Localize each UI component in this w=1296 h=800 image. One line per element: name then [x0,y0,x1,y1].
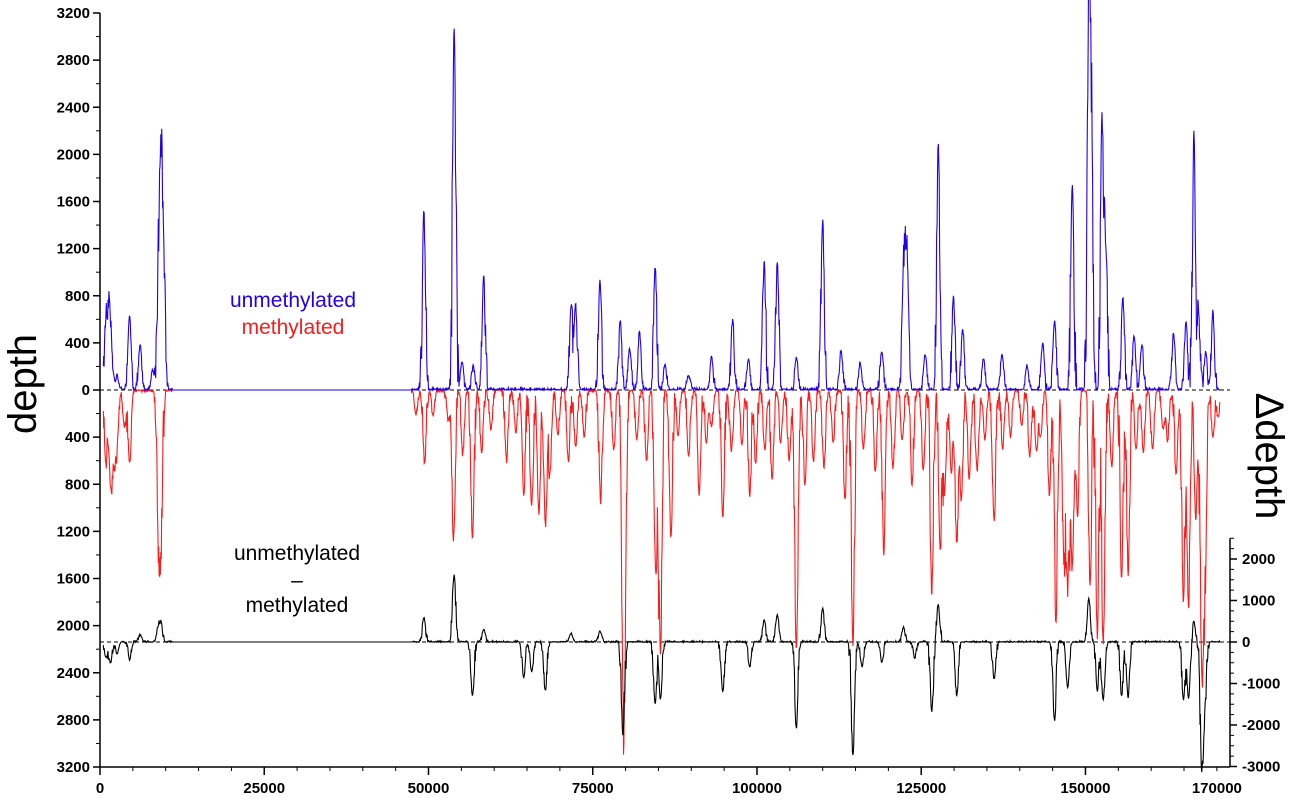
bottom-tick-label: 0 [96,780,104,797]
left-tick-label: 400 [65,335,90,352]
left-axis-label: depth [1,334,45,434]
right-tick-label: 1000 [1242,593,1275,610]
left-tick-label: 3200 [57,5,90,22]
bottom-tick-label: 100000 [732,780,782,797]
right-tick-label: -2000 [1242,717,1280,734]
difference-label-top: unmethylated [234,542,360,565]
bottom-tick-label: 75000 [572,780,614,797]
right-tick-label: -3000 [1242,759,1280,776]
bottom-tick-label: 170000 [1192,780,1242,797]
difference-label-bottom: methylated [246,594,349,617]
difference-label-dash: – [291,569,303,592]
left-tick-label: 2000 [57,146,90,163]
bottom-tick-label: 25000 [243,780,285,797]
left-tick-label: 3200 [57,759,90,776]
series-unmethylated [102,0,1221,392]
left-tick-label: 2800 [57,712,90,729]
axes-layer: 3200 2800 2400 2000 1600 1200 800 400 0 400 800 120… [57,5,1281,797]
bottom-tick-label: 150000 [1060,780,1110,797]
legend-unmethylated-label: unmethylated [230,289,356,312]
right-axis-label: Δdepth [1247,393,1291,520]
right-tick-label: -1000 [1242,676,1280,693]
right-tick-label: 0 [1242,634,1250,651]
left-tick-label: 2800 [57,52,90,69]
left-tick-label: 2400 [57,99,90,116]
left-tick-label: 2000 [57,618,90,635]
left-tick-label: 0 [82,382,90,399]
right-tick-label: 2000 [1242,551,1275,568]
left-tick-label: 800 [65,476,90,493]
left-tick-label: 1200 [57,241,90,258]
series-difference [102,574,1221,773]
left-tick-label: 1600 [57,194,90,211]
series-methylated [102,388,1221,755]
left-tick-label: 400 [65,429,90,446]
left-tick-label: 1600 [57,571,90,588]
left-tick-label: 800 [65,288,90,305]
legend-methylated-label: methylated [242,316,345,339]
left-tick-label: 2400 [57,665,90,682]
left-tick-label: 1200 [57,523,90,540]
bottom-tick-label: 125000 [896,780,946,797]
series-layer [100,0,1230,773]
bottom-tick-label: 50000 [408,780,450,797]
